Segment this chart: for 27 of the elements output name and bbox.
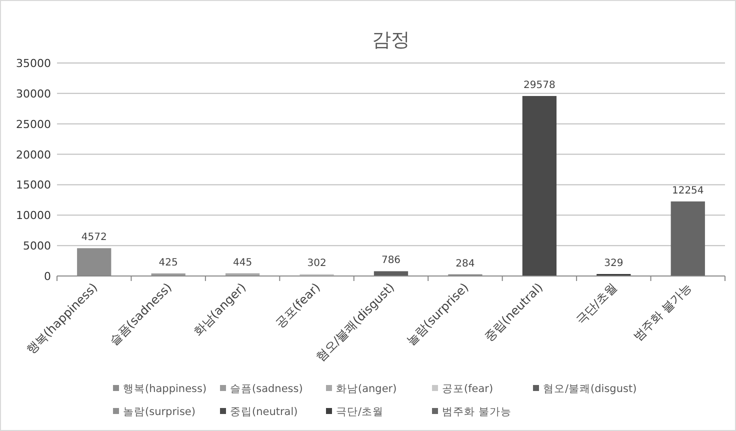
legend-label: 범주화 불가능 <box>442 406 512 418</box>
y-tick-label: 35000 <box>16 57 51 70</box>
y-tick-label: 20000 <box>16 148 51 162</box>
y-tick-label: 30000 <box>16 87 51 100</box>
data-label: 302 <box>307 258 326 270</box>
legend-label: 극단/초월 <box>336 406 384 418</box>
legend-label: 슬픔(sadness) <box>230 383 303 395</box>
legend-label: 화남(anger) <box>336 383 397 395</box>
data-label: 29578 <box>524 80 556 91</box>
data-label: 329 <box>604 258 624 269</box>
data-label: 12254 <box>672 185 704 196</box>
y-tick-label: 25000 <box>16 118 51 131</box>
data-label: 425 <box>158 257 178 268</box>
y-tick-label: 5000 <box>23 240 51 253</box>
y-tick-label: 15000 <box>16 178 51 192</box>
chart-title: 감정 <box>372 29 410 51</box>
legend-label: 놀람(surprise) <box>123 406 196 418</box>
legend-label: 중립(neutral) <box>230 406 298 418</box>
legend-label: 행복(happiness) <box>123 383 207 395</box>
legend-label: 혐오/불쾌(disgust) <box>543 383 637 395</box>
y-tick-label: 0 <box>44 270 51 283</box>
data-label: 4572 <box>81 232 107 244</box>
data-label: 445 <box>233 257 252 268</box>
data-label: 284 <box>456 258 475 270</box>
y-tick-label: 10000 <box>16 209 51 222</box>
legend-label: 공포(fear) <box>442 383 494 395</box>
data-label: 786 <box>381 255 401 266</box>
